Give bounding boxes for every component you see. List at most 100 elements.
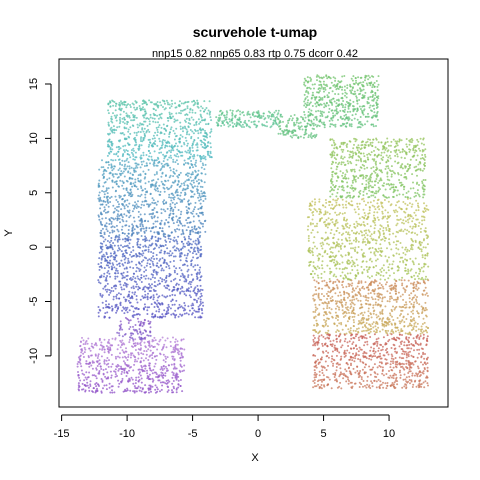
- data-point: [159, 390, 161, 393]
- data-point: [186, 254, 189, 257]
- data-point: [136, 301, 139, 304]
- data-point: [322, 76, 325, 79]
- data-point: [108, 218, 111, 221]
- data-point: [179, 306, 182, 309]
- data-point: [169, 205, 172, 208]
- data-point: [116, 263, 119, 266]
- data-point: [312, 265, 315, 268]
- data-point: [139, 213, 142, 216]
- data-point: [346, 84, 349, 87]
- data-point: [358, 232, 361, 235]
- data-point: [169, 154, 172, 157]
- data-point: [99, 282, 102, 285]
- data-point: [183, 198, 186, 201]
- data-point: [200, 190, 203, 193]
- data-point: [168, 267, 171, 270]
- data-point: [316, 79, 318, 82]
- data-point: [100, 247, 103, 250]
- data-point: [103, 233, 106, 236]
- data-point: [155, 273, 158, 276]
- data-point: [121, 335, 124, 338]
- data-point: [115, 180, 117, 183]
- data-point: [367, 96, 370, 99]
- data-point: [176, 221, 179, 224]
- data-point: [101, 348, 104, 351]
- data-point: [204, 129, 206, 132]
- data-point: [422, 210, 425, 213]
- data-point: [336, 261, 339, 264]
- data-point: [187, 122, 190, 124]
- data-point: [81, 382, 84, 385]
- data-point: [375, 166, 378, 169]
- data-point: [173, 362, 176, 365]
- data-point: [328, 212, 331, 215]
- data-point: [335, 199, 338, 202]
- data-point: [369, 95, 372, 98]
- data-point: [86, 376, 89, 379]
- data-point: [349, 110, 352, 113]
- data-point: [136, 332, 139, 335]
- data-point: [164, 315, 167, 318]
- data-point: [115, 267, 118, 270]
- data-point: [119, 302, 122, 305]
- data-point: [120, 288, 123, 291]
- data-point: [315, 268, 318, 271]
- data-point: [172, 210, 174, 213]
- data-point: [372, 166, 375, 169]
- data-point: [188, 280, 191, 283]
- data-point: [145, 357, 147, 360]
- data-point: [134, 277, 137, 280]
- data-point: [155, 159, 158, 162]
- data-point: [135, 298, 138, 301]
- data-point: [135, 285, 138, 288]
- data-point: [172, 355, 175, 358]
- data-point: [110, 226, 113, 229]
- data-point: [204, 163, 207, 166]
- data-point: [123, 371, 126, 374]
- data-point: [165, 276, 168, 279]
- data-point: [117, 155, 119, 158]
- data-point: [409, 269, 412, 272]
- data-point: [424, 153, 426, 156]
- data-point: [126, 115, 129, 118]
- data-point: [109, 219, 112, 222]
- data-point: [380, 154, 383, 157]
- data-point: [239, 124, 242, 127]
- data-point: [340, 102, 343, 105]
- data-point: [110, 374, 113, 377]
- data-point: [118, 145, 120, 148]
- data-point: [189, 189, 192, 192]
- data-point: [149, 320, 152, 323]
- data-point: [380, 179, 383, 182]
- data-point: [132, 116, 135, 119]
- data-point: [95, 344, 98, 347]
- data-point: [340, 163, 343, 166]
- data-point: [126, 142, 129, 145]
- data-point: [181, 189, 184, 192]
- data-point: [134, 178, 137, 181]
- data-point: [109, 105, 112, 108]
- data-point: [340, 143, 343, 145]
- data-point: [249, 126, 252, 129]
- data-point: [346, 233, 349, 236]
- data-point: [210, 128, 213, 131]
- data-point: [412, 155, 415, 157]
- data-point: [155, 211, 158, 214]
- data-point: [206, 144, 209, 147]
- data-point: [267, 110, 270, 113]
- data-point: [171, 303, 174, 306]
- data-point: [366, 241, 369, 244]
- data-point: [344, 108, 346, 111]
- data-point: [154, 289, 157, 292]
- data-point: [154, 121, 157, 124]
- data-point: [159, 237, 162, 240]
- data-point: [77, 361, 80, 363]
- data-point: [143, 213, 146, 216]
- data-point: [144, 235, 147, 238]
- data-point: [123, 118, 126, 121]
- data-point: [112, 218, 115, 221]
- data-point: [176, 273, 179, 275]
- data-point: [321, 255, 324, 258]
- data-point: [320, 217, 323, 220]
- data-point: [112, 159, 114, 162]
